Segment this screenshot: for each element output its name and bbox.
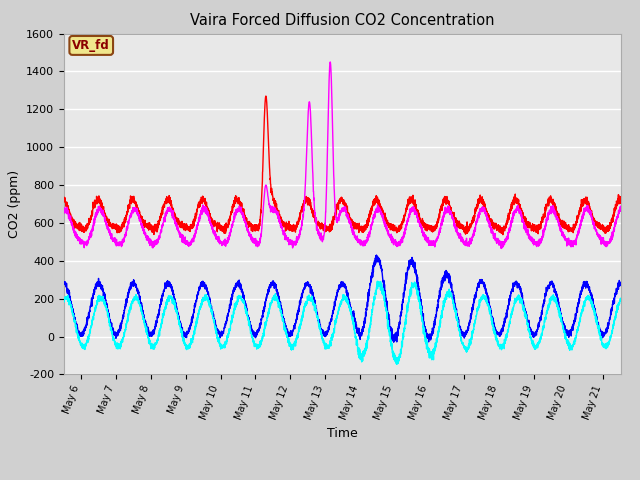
Y-axis label: CO2 (ppm): CO2 (ppm) xyxy=(8,170,20,238)
Title: Vaira Forced Diffusion CO2 Concentration: Vaira Forced Diffusion CO2 Concentration xyxy=(190,13,495,28)
Text: VR_fd: VR_fd xyxy=(72,39,110,52)
X-axis label: Time: Time xyxy=(327,427,358,440)
